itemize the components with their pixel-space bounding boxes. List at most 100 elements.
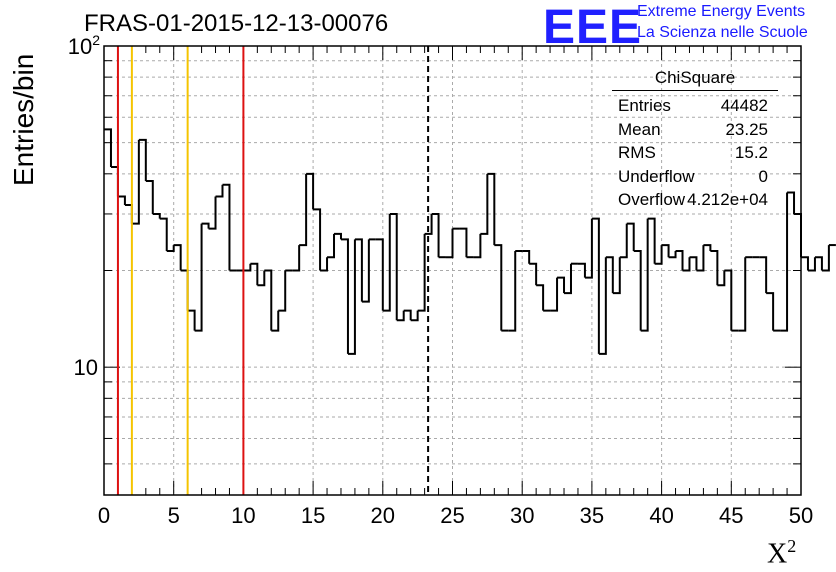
histogram-bin: [668, 251, 677, 259]
stats-box: ChiSquare Entries 44482 Mean 23.25 RMS 1…: [612, 68, 778, 212]
histogram-bin: [104, 128, 112, 168]
stats-value: 4.212e+04: [687, 190, 768, 209]
x-axis-label-sup: 2: [787, 536, 797, 556]
histogram-bin: [598, 257, 607, 355]
histogram-bin: [243, 263, 252, 272]
histogram-bin: [738, 257, 747, 332]
histogram-bin: [257, 270, 266, 287]
stats-title: ChiSquare: [612, 68, 778, 91]
histogram-bin: [215, 184, 224, 198]
histogram-bin: [222, 183, 231, 271]
histogram-bin: [717, 270, 726, 287]
histogram-bin: [557, 276, 566, 294]
histogram-bin: [682, 257, 691, 272]
histogram-bin: [710, 250, 719, 286]
histogram-bin: [696, 245, 705, 272]
histogram-bin: [814, 256, 823, 271]
histogram-bin: [187, 309, 196, 331]
x-tick-label: 0: [98, 503, 110, 528]
x-tick-label: 10: [231, 503, 255, 528]
eee-logo-mark: EEE: [543, 1, 643, 54]
histogram-bin: [340, 238, 349, 354]
histogram-bin: [787, 191, 796, 214]
histogram-bin: [431, 212, 440, 258]
histogram-bin: [264, 269, 273, 331]
histogram-bin: [347, 239, 356, 355]
histogram-bin: [536, 284, 545, 311]
x-tick-label: 15: [301, 503, 325, 528]
histogram-bin: [313, 208, 322, 271]
histogram-bin: [794, 212, 802, 258]
chart-title: FRAS-01-2015-12-13-00076: [84, 10, 389, 37]
histogram-bin: [375, 238, 384, 311]
histogram-bin: [494, 244, 503, 331]
histogram-bin: [138, 138, 147, 181]
histogram-bin: [445, 228, 454, 259]
histogram-bin: [626, 222, 635, 252]
histogram-bin: [424, 213, 433, 235]
y-tick-label: 10: [74, 355, 98, 380]
stats-label: Underflow: [618, 166, 695, 186]
histogram-bin: [166, 245, 175, 253]
histogram-bin: [689, 256, 698, 271]
histogram-bin: [522, 250, 531, 264]
histogram-bin: [159, 217, 168, 252]
stats-row-entries: Entries 44482: [612, 94, 778, 118]
chart-grid: [104, 46, 801, 495]
histogram-bin: [703, 244, 712, 252]
histogram-bin: [180, 269, 189, 311]
logo-line-2: La Scienza nelle Scuole: [637, 24, 808, 41]
histogram-bin: [271, 310, 280, 332]
histogram-bin: [480, 173, 489, 235]
histogram-bin: [194, 223, 203, 332]
stats-label: Mean: [618, 119, 661, 139]
histogram-bin: [766, 292, 775, 331]
x-tick-label: 40: [649, 503, 673, 528]
vertical-markers: [116, 46, 430, 495]
x-tick-labels: 0 5 10 15 20 25 30 35 40 45 50: [98, 503, 813, 528]
x-axis-label-base: X: [767, 538, 788, 570]
histogram-bin: [145, 179, 154, 214]
stats-row-rms: RMS 15.2: [612, 141, 778, 165]
histogram-bin: [780, 192, 789, 332]
x-tick-label: 30: [510, 503, 534, 528]
histogram-bin: [724, 269, 733, 331]
histogram-bin: [334, 232, 342, 240]
histogram-bin: [250, 262, 259, 286]
histogram-bin: [584, 218, 593, 279]
stats-label: Overflow: [618, 190, 686, 209]
histogram-bin: [801, 256, 809, 271]
histogram-bin: [110, 166, 119, 197]
histogram-bin: [389, 212, 398, 321]
histogram-bin: [201, 222, 210, 229]
x-axis-label: X2: [767, 536, 796, 570]
histogram-bin: [759, 256, 768, 294]
stats-row-mean: Mean 23.25: [612, 118, 778, 142]
histogram-bin: [633, 250, 642, 331]
histogram-bin: [131, 139, 140, 225]
histogram-bin: [361, 239, 370, 303]
stats-row-overflow: Overflow 4.212e+04: [612, 188, 778, 212]
histogram-bin: [459, 227, 468, 258]
y-tick-label: 102: [68, 32, 100, 59]
histogram-bin: [550, 277, 559, 312]
histogram-bin: [417, 233, 426, 312]
histogram-bin: [173, 244, 182, 271]
x-tick-label: 45: [719, 503, 743, 528]
histogram-bin: [278, 270, 287, 312]
histogram-bin: [619, 223, 628, 259]
histogram-bin: [807, 257, 816, 272]
histogram-bin: [529, 262, 538, 286]
stats-value: 23.25: [725, 119, 768, 139]
histogram-bin: [382, 213, 391, 312]
stats-value: 0: [758, 166, 768, 186]
x-tick-label: 35: [580, 503, 604, 528]
histogram-bin: [647, 217, 656, 264]
histogram-bin: [208, 196, 217, 230]
histogram-bin: [354, 238, 363, 302]
histogram-bin: [306, 172, 315, 210]
stats-value: 15.2: [734, 143, 768, 162]
histogram-bin: [612, 257, 621, 295]
histogram-bin: [320, 257, 329, 272]
